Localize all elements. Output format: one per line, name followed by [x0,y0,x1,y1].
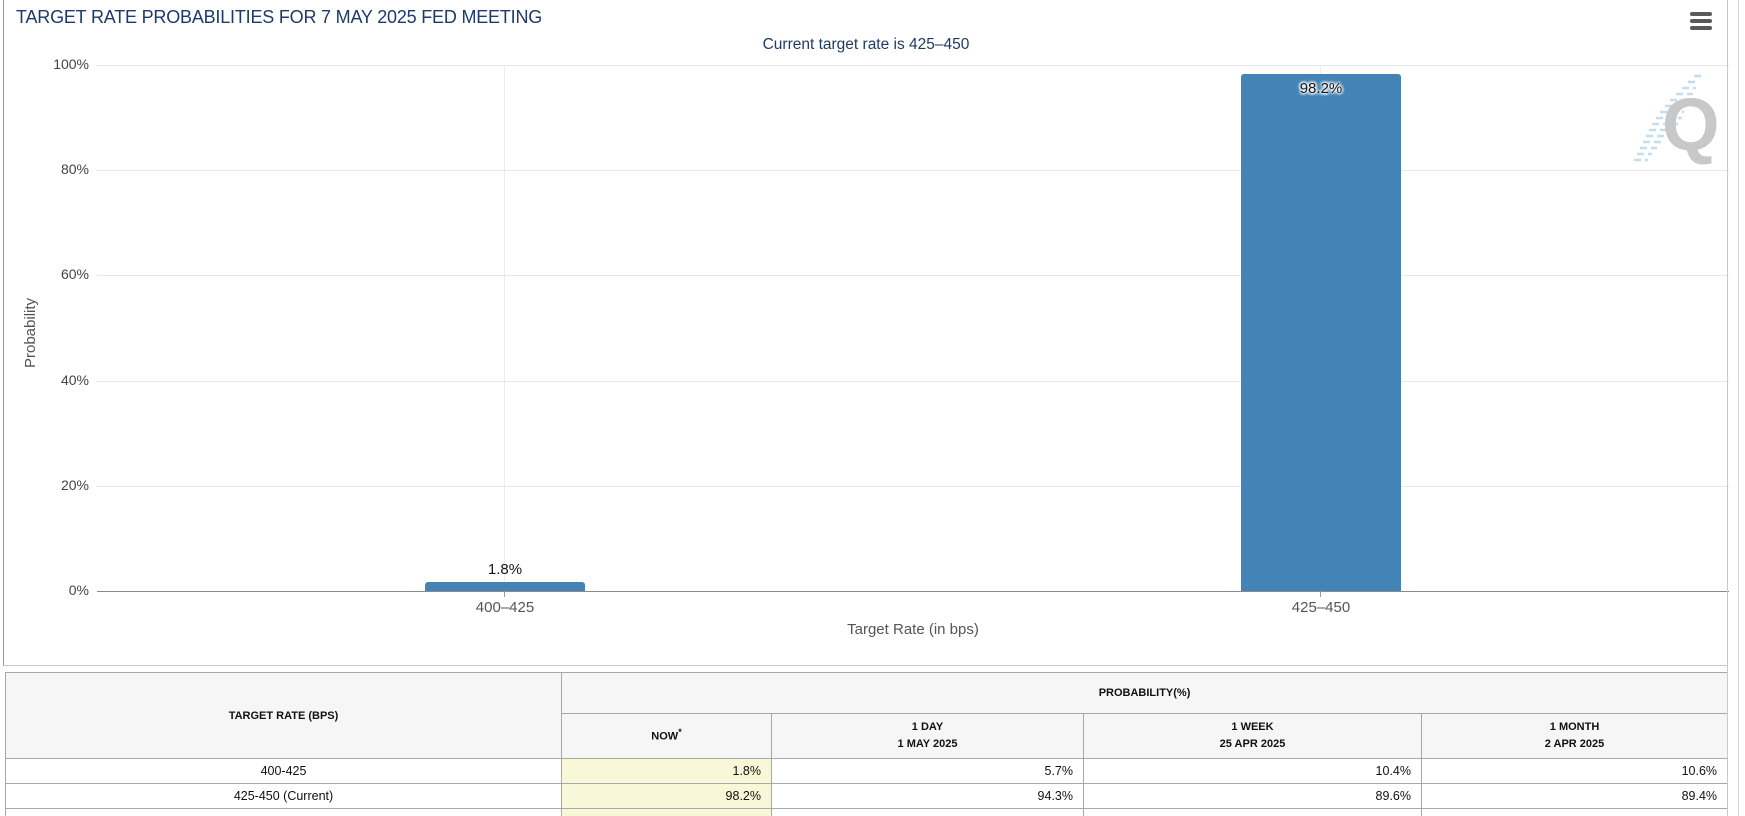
y-tick-label: 100% [53,56,89,72]
y-tick-label: 40% [60,372,89,388]
probability-table: TARGET RATE (BPS) PROBABILITY(%) NOW* 1 … [5,672,1729,816]
gridline-cat-1 [504,65,505,591]
gridline-80 [97,170,1729,171]
page-title: TARGET RATE PROBABILITIES FOR 7 MAY 2025… [16,7,543,27]
cell-1month-probability: 10.6% [1420,758,1729,784]
y-axis-title: Probability [22,297,39,368]
cell-1month-probability: 89.4% [1420,783,1729,809]
panel-right-border [1727,0,1728,816]
x-axis-line [97,591,1729,592]
quikstrike-watermark-logo: Q [1632,68,1724,168]
bar-425-450[interactable]: 98.2% [1241,74,1401,591]
column-header-1-month: 1 MONTH 2 APR 2025 [1420,713,1729,759]
cell-target-rate: 400-425 [5,758,562,784]
now-footnote-asterisk: * [678,727,682,738]
y-tick-label: 20% [60,477,89,493]
cell-target-rate: 425-450 (Current) [5,783,562,809]
gridline-20 [97,486,1729,487]
x-axis-title: Target Rate (in bps) [847,621,979,638]
bar-value-label: 1.8% [487,560,523,578]
scrollbar-track[interactable] [1738,0,1739,816]
bar-400-425[interactable]: 1.8% [425,561,585,591]
column-header-1-day: 1 DAY 1 MAY 2025 [771,713,1084,759]
column-header-1-week: 1 WEEK 25 APR 2025 [1083,713,1422,759]
gridline-100 [97,65,1729,66]
gridline-40 [97,381,1729,382]
gridline-60 [97,275,1729,276]
column-group-header-probability: PROBABILITY(%) [560,672,1729,714]
table-row-partial [5,808,1729,816]
bar-value-label: 98.2% [1299,80,1343,98]
hamburger-bar [1690,12,1712,16]
x-category-label: 400–425 [475,599,535,616]
cell-1week-probability: 89.6% [1083,783,1422,809]
table-row: 400-425 1.8% 5.7% 10.4% 10.6% [5,758,1729,784]
svg-text:Q: Q [1662,83,1720,166]
y-tick-label: 0% [68,582,89,598]
x-tick [1320,591,1321,597]
cell-1day-probability: 94.3% [771,783,1084,809]
chart-panel: TARGET RATE PROBABILITIES FOR 7 MAY 2025… [3,0,1729,666]
probability-bar-chart: 1.8% 98.2% 400–425 425–450 Target Rate (… [97,65,1729,638]
y-tick-label: 80% [60,161,89,177]
cell-now-probability: 98.2% [561,783,772,809]
column-header-now: NOW* [561,713,772,759]
x-tick [504,591,505,597]
hamburger-bar [1690,19,1712,23]
chart-subtitle: Current target rate is 425–450 [762,36,970,53]
y-tick-label: 60% [60,266,89,282]
cell-now-probability: 1.8% [561,758,772,784]
x-category-label: 425–450 [1291,599,1351,616]
cell-1day-probability: 5.7% [771,758,1084,784]
hamburger-bar [1690,26,1712,30]
column-header-target-rate: TARGET RATE (BPS) [5,672,562,759]
table-row: 425-450 (Current) 98.2% 94.3% 89.6% 89.4… [5,783,1729,809]
hamburger-menu-icon[interactable] [1690,11,1714,33]
cell-1week-probability: 10.4% [1083,758,1422,784]
